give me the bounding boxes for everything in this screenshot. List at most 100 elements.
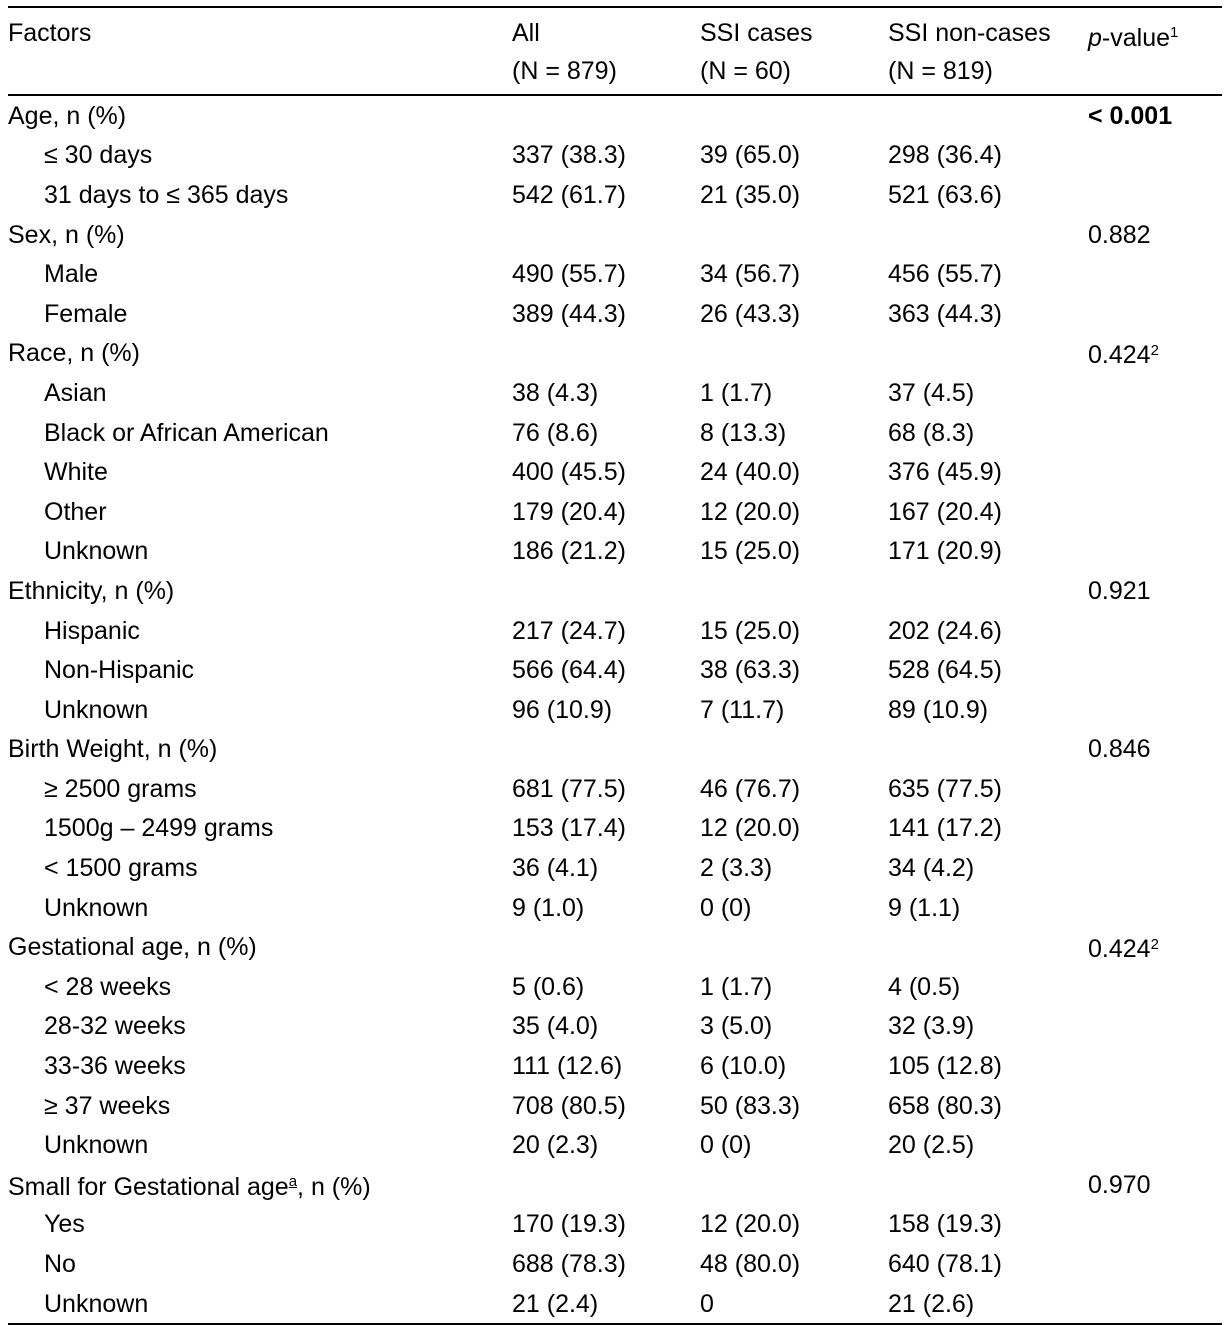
table-row: Hispanic 217 (24.7) 15 (25.0) 202 (24.6) xyxy=(8,611,1222,651)
factor-label: ≤ 30 days xyxy=(8,136,512,176)
factor-label-text: < 28 weeks xyxy=(44,972,172,1001)
table-row: Female 389 (44.3) 26 (43.3) 363 (44.3) xyxy=(8,294,1222,334)
header-p-italic: p xyxy=(1088,24,1102,52)
factor-label: Hispanic xyxy=(8,611,512,651)
cell-p-value xyxy=(1088,967,1222,1007)
cell-all: 217 (24.7) xyxy=(512,616,626,645)
cell-ssi-noncases: 363 (44.3) xyxy=(888,299,1002,328)
cell-ssi-cases: 1 (1.7) xyxy=(700,378,773,407)
cell-ssi-cases: 12 (20.0) xyxy=(700,814,801,843)
category-row: Ethnicity, n (%) 0.921 xyxy=(8,571,1222,611)
cell-p-value xyxy=(1088,413,1222,453)
factor-label: 33-36 weeks xyxy=(8,1046,512,1086)
table-row: Unknown 186 (21.2) 15 (25.0) 171 (20.9) xyxy=(8,532,1222,572)
cell-ssi-cases: 46 (76.7) xyxy=(700,774,801,803)
factor-label-text: Unknown xyxy=(44,537,149,566)
cell-ssi-noncases xyxy=(888,571,1088,611)
cell-ssi-noncases: 158 (19.3) xyxy=(888,1210,1002,1239)
cell-all: 708 (80.5) xyxy=(512,1091,626,1120)
category-row: Birth Weight, n (%) 0.846 xyxy=(8,730,1222,770)
cell-ssi-cases: 21 (35.0) xyxy=(700,180,801,209)
factor-label: Yes xyxy=(8,1205,512,1245)
cell-p-value: 0.846 xyxy=(1088,730,1222,770)
p-value-text: 0.424 xyxy=(1088,935,1151,964)
cell-p-value: 0.4242 xyxy=(1088,927,1222,967)
cell-p-value xyxy=(1088,809,1222,849)
cell-all: 542 (61.7) xyxy=(512,180,626,209)
factor-label-text: Sex, n (%) xyxy=(8,220,125,249)
factor-label-text: Birth Weight, n (%) xyxy=(8,735,218,764)
cell-all: 490 (55.7) xyxy=(512,260,626,289)
cell-ssi-noncases: 456 (55.7) xyxy=(888,260,1002,289)
table-row: No 688 (78.3) 48 (80.0) 640 (78.1) xyxy=(8,1244,1222,1284)
cell-ssi-cases xyxy=(700,215,888,255)
cell-ssi-noncases: 298 (36.4) xyxy=(888,141,1002,170)
cell-ssi-cases: 50 (83.3) xyxy=(700,1091,801,1120)
table-row: < 1500 grams 36 (4.1) 2 (3.3) 34 (4.2) xyxy=(8,848,1222,888)
category-row: Gestational age, n (%) 0.4242 xyxy=(8,927,1222,967)
factor-label: White xyxy=(8,452,512,492)
cell-ssi-cases: 0 (0) xyxy=(700,893,752,922)
header-all: All (N = 879) xyxy=(512,7,700,95)
category-row: Race, n (%) 0.4242 xyxy=(8,334,1222,374)
cell-p-value xyxy=(1088,294,1222,334)
factor-label: Asian xyxy=(8,373,512,413)
table-row: Other 179 (20.4) 12 (20.0) 167 (20.4) xyxy=(8,492,1222,532)
factor-label-text: ≥ 37 weeks xyxy=(44,1091,171,1120)
factor-label-text: Female xyxy=(44,299,128,328)
cell-p-value xyxy=(1088,1205,1222,1245)
cell-all: 400 (45.5) xyxy=(512,458,626,487)
category-label: Race, n (%) xyxy=(8,334,512,374)
cell-p-value xyxy=(1088,848,1222,888)
category-label: Sex, n (%) xyxy=(8,215,512,255)
factor-label: 31 days to ≤ 365 days xyxy=(8,175,512,215)
factor-label: Unknown xyxy=(8,1284,512,1325)
cell-all xyxy=(512,334,700,374)
cell-all: 681 (77.5) xyxy=(512,774,626,803)
cell-p-value xyxy=(1088,492,1222,532)
cell-all: 35 (4.0) xyxy=(512,1012,599,1041)
cell-ssi-noncases: 68 (8.3) xyxy=(888,418,975,447)
factor-label-text: Ethnicity, n (%) xyxy=(8,576,175,605)
cell-ssi-noncases xyxy=(888,215,1088,255)
cell-ssi-noncases xyxy=(888,334,1088,374)
category-label: Age, n (%) xyxy=(8,95,512,136)
factor-label-text: Unknown xyxy=(44,695,149,724)
header-ssi-noncases-label: SSI non-cases xyxy=(888,19,1051,47)
cell-p-value xyxy=(1088,532,1222,572)
cell-ssi-noncases xyxy=(888,95,1088,136)
factor-label: Unknown xyxy=(8,1125,512,1165)
table-body: Age, n (%) < 0.001 ≤ 30 days 337 (38.3) 39 (… xyxy=(8,95,1222,1325)
table-row: < 28 weeks 5 (0.6) 1 (1.7) 4 (0.5) xyxy=(8,967,1222,1007)
factor-label: Unknown xyxy=(8,690,512,730)
cell-all xyxy=(512,215,700,255)
cell-ssi-noncases: 171 (20.9) xyxy=(888,537,1002,566)
table-row: 31 days to ≤ 365 days 542 (61.7) 21 (35.0)… xyxy=(8,175,1222,215)
cell-p-value xyxy=(1088,769,1222,809)
cell-all: 36 (4.1) xyxy=(512,854,599,883)
table-row: ≥ 37 weeks 708 (80.5) 50 (83.3) 658 (80.3) xyxy=(8,1086,1222,1126)
cell-ssi-noncases: 4 (0.5) xyxy=(888,972,961,1001)
table-row: 28-32 weeks 35 (4.0) 3 (5.0) 32 (3.9) xyxy=(8,1007,1222,1047)
table-row: Unknown 20 (2.3) 0 (0) 20 (2.5) xyxy=(8,1125,1222,1165)
category-row: Small for Gestational agea, n (%) 0.970 xyxy=(8,1165,1222,1205)
cell-ssi-noncases: 167 (20.4) xyxy=(888,497,1002,526)
factor-label-text: 31 days to ≤ 365 days xyxy=(44,180,289,209)
table-row: Non-Hispanic 566 (64.4) 38 (63.3) 528 (64.5… xyxy=(8,650,1222,690)
cell-all xyxy=(512,927,700,967)
table-row: Yes 170 (19.3) 12 (20.0) 158 (19.3) xyxy=(8,1205,1222,1245)
p-value-footnote: 2 xyxy=(1150,936,1159,954)
cell-p-value xyxy=(1088,1244,1222,1284)
cell-ssi-cases: 26 (43.3) xyxy=(700,299,801,328)
factor-label: ≥ 37 weeks xyxy=(8,1086,512,1126)
factor-label: 1500g – 2499 grams xyxy=(8,809,512,849)
cell-all: 5 (0.6) xyxy=(512,972,585,1001)
header-p-rest: -value xyxy=(1101,24,1170,52)
factor-label-text: 28-32 weeks xyxy=(44,1012,186,1041)
cell-ssi-noncases: 37 (4.5) xyxy=(888,378,975,407)
cell-p-value xyxy=(1088,136,1222,176)
factor-label: Male xyxy=(8,254,512,294)
cell-p-value xyxy=(1088,1284,1222,1325)
cell-ssi-cases: 34 (56.7) xyxy=(700,260,801,289)
table-row: Unknown 9 (1.0) 0 (0) 9 (1.1) xyxy=(8,888,1222,928)
